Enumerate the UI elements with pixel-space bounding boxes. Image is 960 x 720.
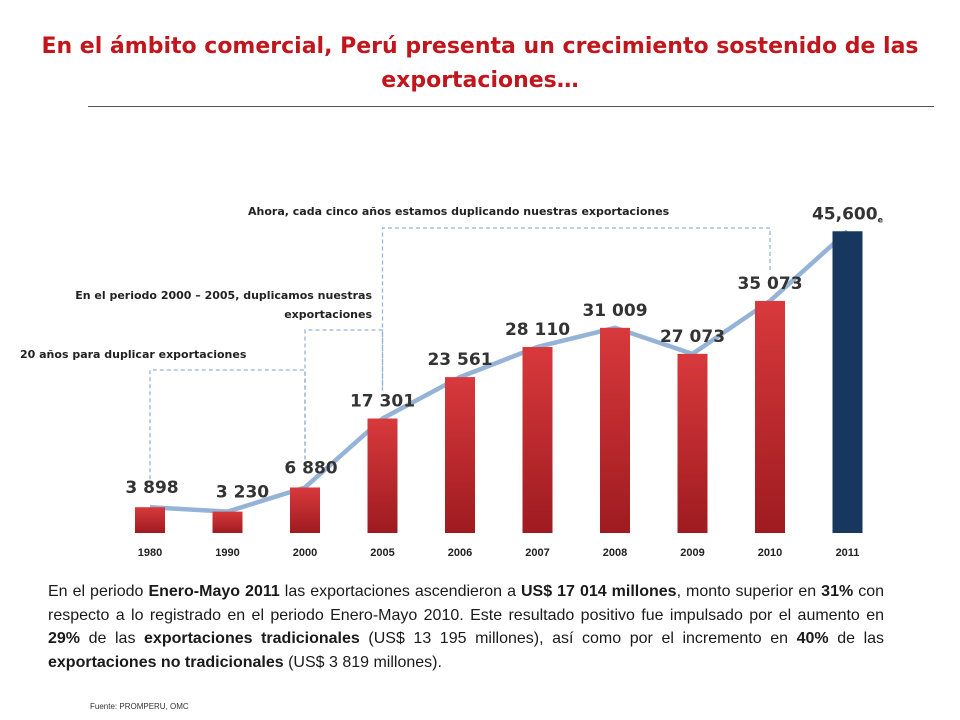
x-tick-1990: 1990: [215, 547, 239, 559]
x-tick-2006: 2006: [448, 547, 472, 559]
x-tick-2008: 2008: [603, 547, 627, 559]
x-tick-1980: 1980: [138, 547, 162, 559]
annotation-1980-2000: 20 años para duplicar exportaciones: [20, 348, 247, 361]
title-divider: [88, 106, 934, 107]
bar-value-label-1990: 3 230: [216, 483, 269, 503]
bar-2011: [832, 231, 863, 533]
bar-value-label-2008: 31 009: [582, 301, 647, 321]
x-tick-2009: 2009: [680, 547, 704, 559]
bar-value-label-1980: 3 898: [125, 478, 178, 498]
page-title: En el ámbito comercial, Perú presenta un…: [41, 34, 919, 93]
bar-2010: [755, 300, 785, 533]
summary-paragraph: En el periodo Enero-Mayo 2011 las export…: [48, 583, 885, 671]
source-note: Fuente: PROMPERU, OMC: [90, 702, 189, 711]
bar-value-label-2007: 28 110: [505, 320, 570, 340]
bar-2000: [290, 487, 320, 533]
annotation-2000-2005-line-1: En el periodo 2000 – 2005, duplicamos nu…: [75, 289, 372, 302]
bar-value-label-2010: 35 073: [737, 274, 802, 294]
estimate-marker: e: [878, 215, 884, 224]
x-tick-2010: 2010: [758, 547, 782, 559]
bar-value-label-2000: 6 880: [284, 458, 337, 478]
bar-1990: [212, 511, 243, 533]
annotation-2005-2010: Ahora, cada cinco años estamos duplicand…: [248, 205, 670, 218]
bar-value-label-2011: 45,600e: [812, 204, 884, 224]
bar-2005: [367, 418, 398, 533]
x-tick-2005: 2005: [370, 547, 394, 559]
bar-value-label-2009: 27 073: [660, 327, 725, 347]
bar-2009: [677, 353, 708, 533]
bar-2008: [600, 327, 630, 533]
bracket-1980-2000: [149, 369, 306, 480]
bar-2007: [522, 346, 553, 533]
bracket-2000-2005: [304, 329, 384, 460]
bar-value-label-2006: 23 561: [427, 350, 492, 370]
x-tick-2011: 2011: [836, 547, 860, 559]
trend-line: [149, 229, 850, 514]
bar-1980: [135, 507, 165, 533]
bar-2006: [445, 377, 475, 533]
exports-bar-chart: 3 898 3 230 6 880 17 301 23 561 28 110 31 009 2…: [20, 204, 884, 559]
annotation-2000-2005-line-2: exportaciones: [284, 308, 372, 321]
x-tick-2000: 2000: [293, 547, 317, 559]
x-tick-2007: 2007: [525, 547, 549, 559]
bar-value-label-2005: 17 301: [350, 392, 415, 412]
